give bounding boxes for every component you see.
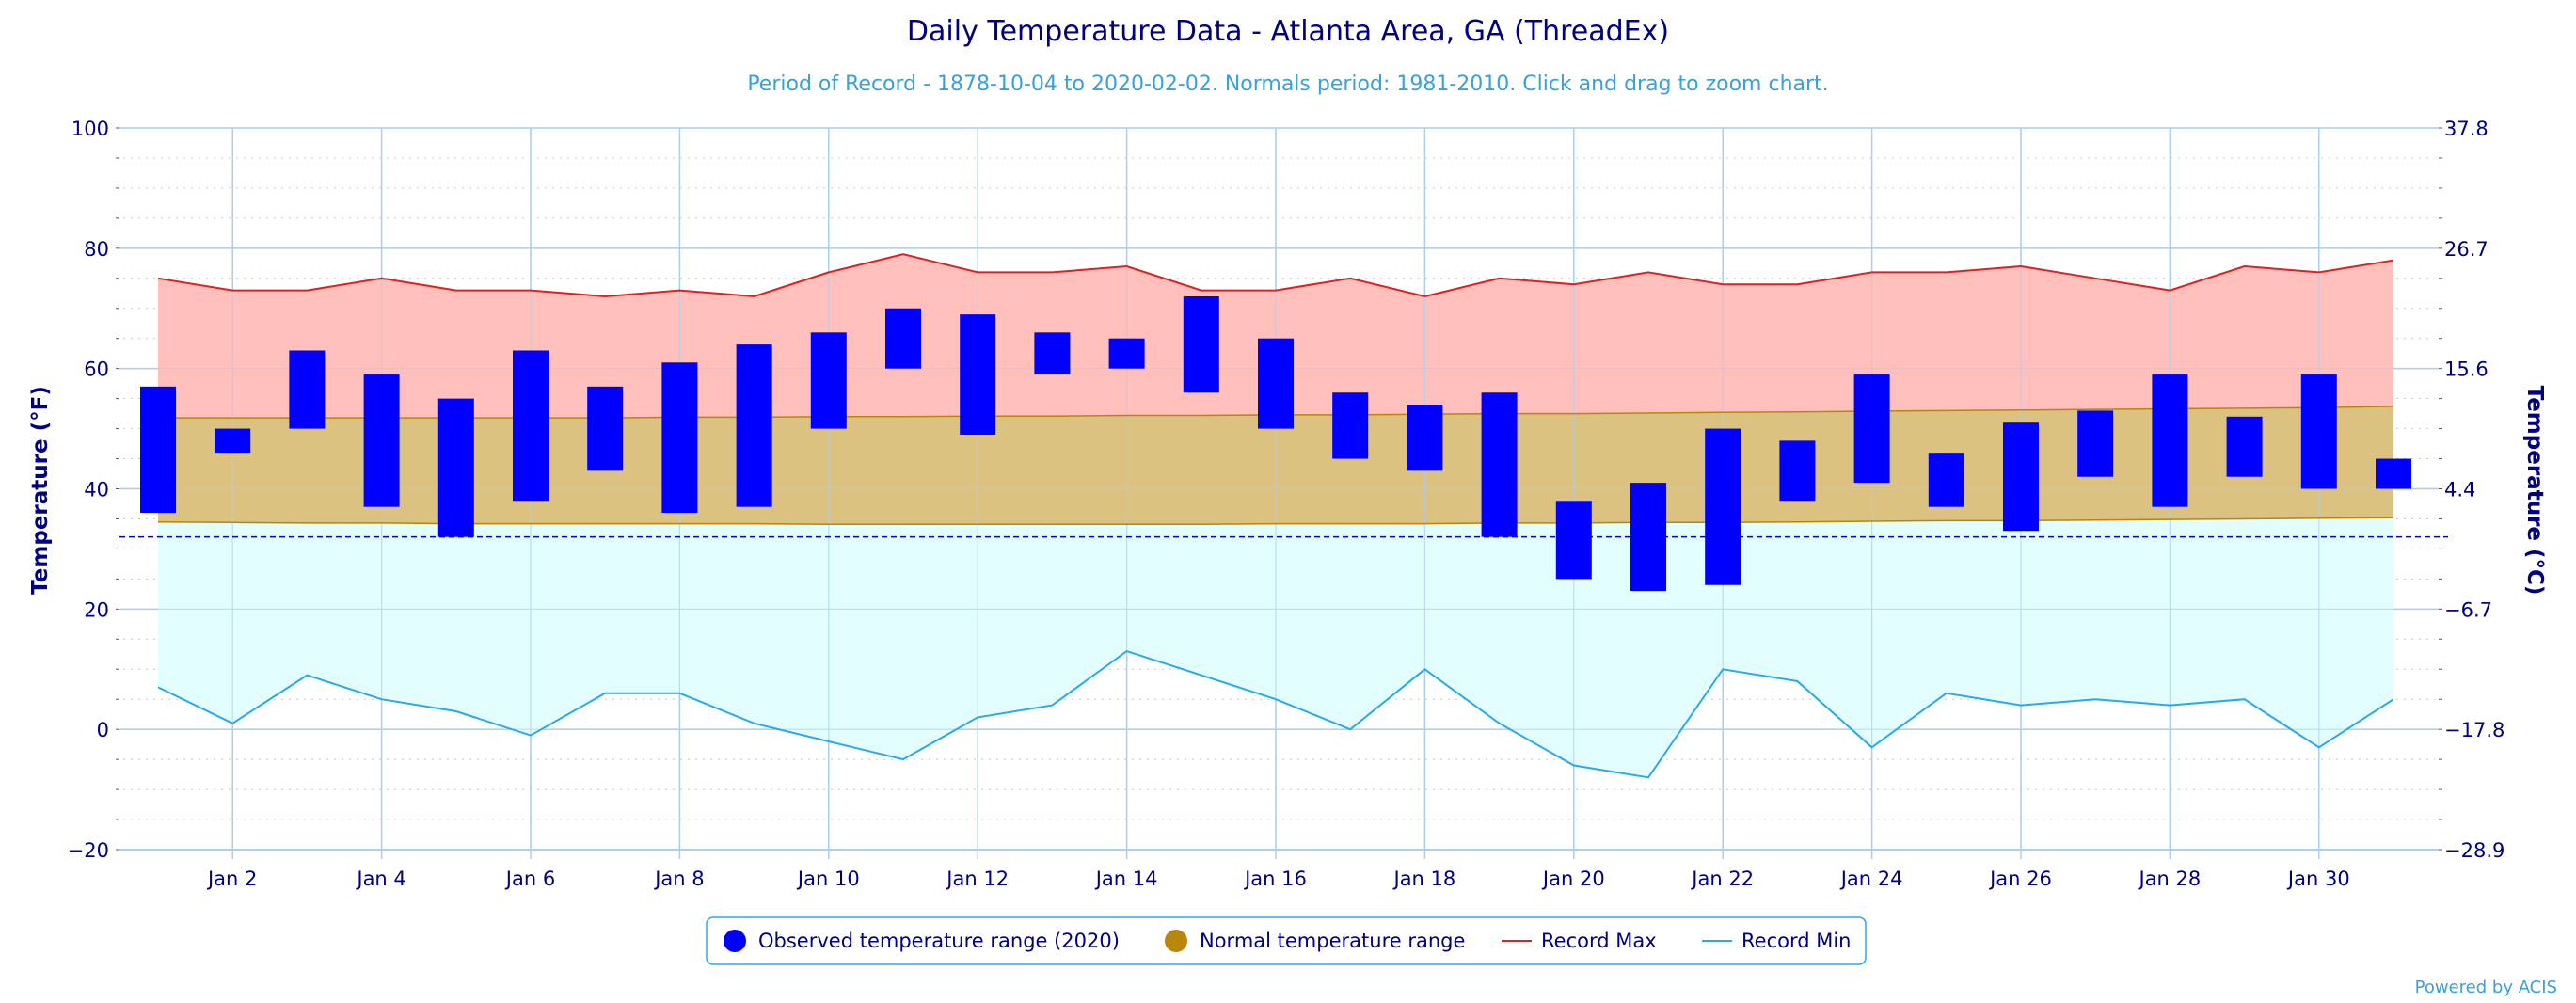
legend-marker-1 (1165, 930, 1187, 952)
observed-bar-jan-1[interactable] (140, 386, 176, 514)
range-areas (119, 127, 2448, 851)
y-tick-label-left: 100 (72, 118, 109, 140)
observed-bar-jan-25[interactable] (1928, 453, 1964, 507)
observed-bar-jan-15[interactable] (1183, 295, 1219, 393)
y-tick-label-right: 15.6 (2444, 358, 2489, 381)
observed-bar-jan-20[interactable] (1555, 501, 1592, 580)
legend-marker-0 (724, 930, 746, 952)
y-tick-label-right: −17.8 (2444, 719, 2504, 741)
x-tick-label: Jan 10 (796, 868, 860, 890)
observed-bar-jan-7[interactable] (587, 386, 624, 471)
x-tick-label: Jan 30 (2286, 868, 2350, 890)
observed-bar-jan-14[interactable] (1108, 338, 1145, 369)
observed-bar-jan-22[interactable] (1705, 428, 1741, 585)
observed-bar-jan-3[interactable] (289, 350, 326, 429)
y-tick-label-left: 80 (84, 238, 109, 261)
y-tick-label-right: 37.8 (2444, 118, 2489, 140)
y-tick-label-left: 20 (84, 598, 109, 621)
observed-bar-jan-13[interactable] (1034, 332, 1071, 375)
record-max-line[interactable] (157, 253, 2394, 298)
x-tick-label: Jan 22 (1690, 868, 1754, 890)
x-tick-label: Jan 18 (1392, 868, 1456, 890)
x-tick-label: Jan 26 (1988, 868, 2052, 890)
x-tick-label: Jan 24 (1839, 868, 1903, 890)
legend-box (706, 916, 1867, 965)
observed-bars[interactable] (140, 295, 2411, 592)
observed-bar-jan-9[interactable] (736, 344, 772, 507)
observed-bar-jan-23[interactable] (1779, 440, 1816, 502)
y-axis-title-right: Temperature (°C) (2522, 386, 2547, 596)
chart-title: Daily Temperature Data - Atlanta Area, G… (907, 15, 1669, 48)
observed-bar-jan-26[interactable] (2003, 422, 2039, 532)
chart-subtitle: Period of Record - 1878-10-04 to 2020-02… (747, 72, 1828, 96)
observed-bar-jan-24[interactable] (1853, 374, 1890, 484)
observed-bar-jan-8[interactable] (661, 362, 698, 514)
x-tick-label: Jan 20 (1541, 868, 1605, 890)
x-tick-label: Jan 4 (355, 868, 405, 890)
x-tick-label: Jan 2 (206, 868, 257, 890)
observed-bar-jan-17[interactable] (1332, 392, 1369, 459)
y-tick-label-left: 0 (97, 719, 109, 741)
y-tick-label-right: −6.7 (2444, 598, 2492, 621)
observed-bar-jan-4[interactable] (363, 374, 400, 507)
x-tick-label: Jan 16 (1243, 868, 1307, 890)
axes: Jan 2 Jan 4 Jan 6 Jan 8 Jan 10 Jan 12 Jan 14 Ja… (68, 118, 2505, 890)
y-axis-title-left: Temperature (°F) (28, 386, 53, 595)
y-tick-label-left: 60 (84, 358, 109, 381)
observed-bar-jan-29[interactable] (2226, 416, 2263, 477)
observed-bar-jan-18[interactable] (1407, 405, 1443, 471)
x-tick-label: Jan 8 (653, 868, 704, 890)
observed-bar-jan-6[interactable] (513, 350, 549, 502)
legend[interactable]: Observed temperature range (2020) Normal … (706, 916, 1867, 965)
observed-bar-jan-19[interactable] (1481, 392, 1518, 537)
legend-item-label[interactable]: Record Max (1541, 930, 1657, 952)
observed-bar-jan-5[interactable] (437, 398, 474, 537)
observed-bar-jan-27[interactable] (2077, 410, 2114, 477)
y-tick-label-right: 4.4 (2444, 479, 2475, 502)
legend-item-label[interactable]: Record Min (1741, 930, 1852, 952)
observed-bar-jan-31[interactable] (2376, 458, 2411, 489)
observed-bar-jan-16[interactable] (1258, 338, 1294, 429)
observed-bar-jan-30[interactable] (2300, 374, 2337, 489)
observed-bar-jan-2[interactable] (215, 428, 251, 454)
y-tick-label-right: −28.9 (2444, 839, 2504, 862)
x-tick-label: Jan 28 (2138, 868, 2202, 890)
x-tick-label: Jan 12 (945, 868, 1009, 890)
x-tick-label: Jan 14 (1094, 868, 1158, 890)
record-min-line[interactable] (157, 649, 2394, 779)
y-tick-label-right: 26.7 (2444, 238, 2489, 261)
observed-bar-jan-12[interactable] (960, 314, 996, 435)
observed-bar-jan-11[interactable] (885, 308, 921, 369)
x-tick-label: Jan 6 (504, 868, 555, 890)
observed-bar-jan-10[interactable] (810, 332, 847, 429)
y-tick-label-left: −20 (68, 839, 109, 862)
legend-item-label[interactable]: Observed temperature range (2020) (758, 930, 1120, 952)
credit-link[interactable]: Powered by ACIS (2415, 978, 2557, 997)
legend-item-label[interactable]: Normal temperature range (1200, 930, 1465, 952)
observed-bar-jan-21[interactable] (1630, 483, 1666, 592)
y-tick-label-left: 40 (84, 479, 109, 502)
observed-bar-jan-28[interactable] (2152, 374, 2188, 507)
